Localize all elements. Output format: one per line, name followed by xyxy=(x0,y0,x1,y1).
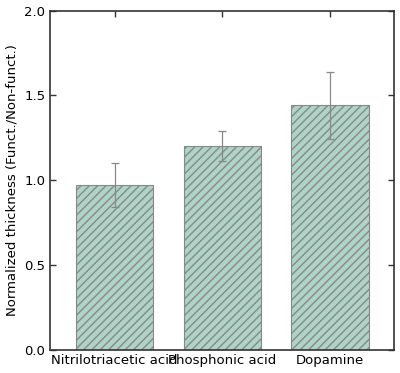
Bar xyxy=(76,185,154,350)
Y-axis label: Normalized thickness (Funct./Non-funct.): Normalized thickness (Funct./Non-funct.) xyxy=(6,44,18,316)
Bar xyxy=(184,146,261,350)
Bar xyxy=(291,106,369,350)
